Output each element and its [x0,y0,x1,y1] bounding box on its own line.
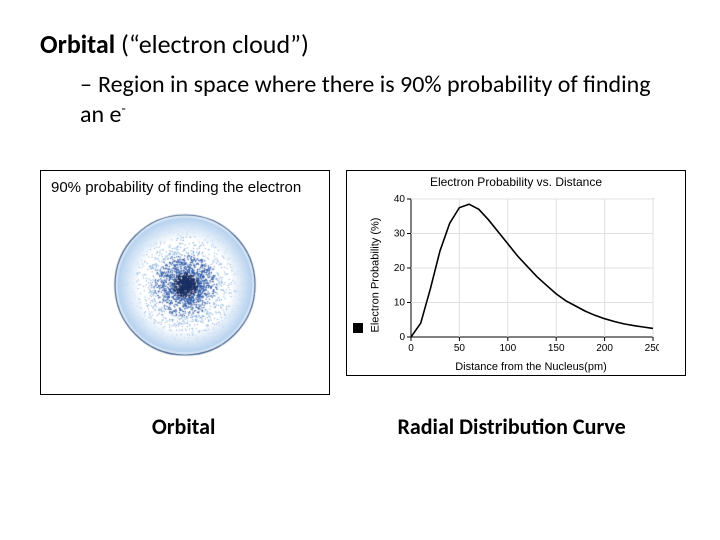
svg-text:20: 20 [394,263,406,274]
chart-body: Electron Probability (%) 050100150200250… [353,191,679,359]
chart-ylabel: Electron Probability (%) [369,218,381,333]
chart-plot: 0 50 100 150 200 250 0 10 20 30 40 [383,191,659,359]
chart-frame: Electron Probability vs. Distance Electr… [346,170,686,376]
bullet-definition: –Region in space where there is 90% prob… [80,70,680,130]
electron-superscript: - [121,100,125,117]
bullet-text: Region in space where there is 90% proba… [80,70,651,129]
chart-ylabel-wrap: Electron Probability (%) [367,191,383,359]
slide: Orbital (“electron cloud”) –Region in sp… [0,0,720,540]
chart-xlabel: Distance from the Nucleus(pm) [383,361,679,373]
svg-text:50: 50 [454,343,466,354]
svg-text:0: 0 [399,332,405,343]
chart-legend [353,191,367,359]
orbital-cloud-canvas [95,203,275,363]
page-title: Orbital (“electron cloud”) [40,28,680,60]
svg-text:200: 200 [596,343,613,354]
title-rest: (“electron cloud”) [115,28,309,60]
caption-orbital: Orbital [40,413,327,440]
legend-square-icon [353,323,363,333]
orbital-panel: 90% probability of finding the electron [40,170,330,395]
svg-text:0: 0 [408,343,414,354]
svg-text:30: 30 [394,229,406,240]
figures-row: 90% probability of finding the electron … [40,170,680,395]
svg-text:10: 10 [394,298,406,309]
orbital-cloud-wrap [41,198,329,368]
svg-text:250: 250 [645,343,659,354]
svg-text:100: 100 [499,343,516,354]
figure-orbital: 90% probability of finding the electron [40,170,330,395]
caption-spacer [327,413,343,440]
captions-row: Orbital Radial Distribution Curve [40,413,680,440]
figure-chart: Electron Probability vs. Distance Electr… [346,170,686,376]
chart-title: Electron Probability vs. Distance [353,175,679,189]
svg-text:150: 150 [548,343,565,354]
title-bold: Orbital [40,28,115,60]
caption-radial: Radial Distribution Curve [343,413,680,440]
bullet-dash-icon: – [80,70,98,100]
svg-text:40: 40 [394,194,406,205]
orbital-panel-label: 90% probability of finding the electron [41,171,329,198]
